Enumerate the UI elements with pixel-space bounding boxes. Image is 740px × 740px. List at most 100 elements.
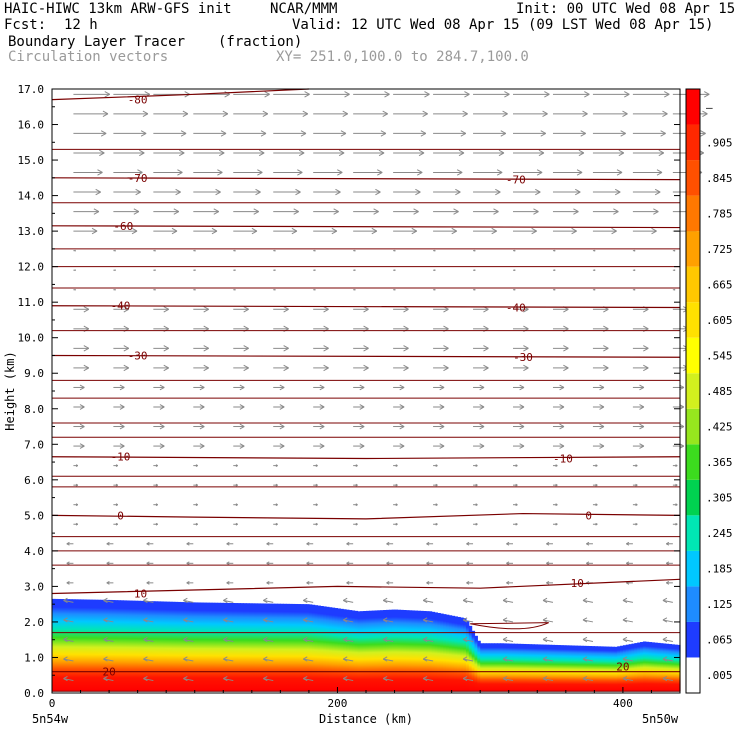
tracer-slice [605, 646, 610, 692]
wind-vector-head [103, 678, 108, 682]
wind-vector-head [462, 656, 468, 660]
wind-vector [263, 619, 274, 623]
tracer-slice [488, 643, 493, 692]
wind-vector-head [576, 169, 583, 173]
wind-vector [343, 678, 354, 682]
wind-vector-head [422, 597, 428, 601]
wind-vector-head [303, 636, 308, 640]
wind-vector-head [542, 597, 548, 601]
wind-vector-head [239, 445, 245, 449]
wind-vector-head [662, 113, 668, 118]
tracer-slice [197, 602, 202, 692]
wind-vector-head [386, 582, 390, 585]
wind-vector-head [700, 130, 706, 134]
wind-vector-head [586, 562, 590, 566]
temperature-contour [51, 305, 681, 309]
wind-vector-head [542, 675, 548, 680]
temperature-contour [51, 456, 681, 460]
wind-vector-head [243, 308, 249, 313]
wind-vector-head [223, 636, 228, 640]
wind-vector-head [186, 562, 190, 566]
tracer-slice [97, 599, 102, 692]
wind-vector-head [203, 347, 209, 352]
wind-vector-head [235, 523, 238, 526]
wind-vector-head [123, 345, 130, 349]
tracer-slice [565, 645, 570, 692]
wind-vector-head [563, 367, 569, 372]
wind-vector-head [479, 404, 485, 408]
wind-vector-head [143, 678, 148, 682]
wind-vector-head [411, 230, 418, 235]
tracer-slice [500, 643, 504, 692]
wind-vector-head [323, 364, 329, 369]
tracer-slice [371, 610, 376, 692]
colorbar-swatch [686, 444, 700, 480]
tracer-slice [537, 644, 541, 692]
wind-vector-head [171, 230, 178, 235]
wind-vector-head [384, 91, 390, 95]
tracer-slice [191, 602, 196, 692]
wind-vector-head [462, 636, 468, 640]
wind-vector-head [243, 325, 249, 330]
wind-vector-head [439, 404, 445, 408]
wind-vector [63, 619, 74, 623]
wind-vector-head [462, 678, 468, 682]
wind-vector-head [235, 504, 238, 507]
wind-vector-head [603, 364, 609, 369]
wind-vector-head [443, 345, 449, 349]
tracer-slice [177, 601, 182, 692]
wind-vector-head [462, 639, 468, 643]
wind-vector-head [399, 443, 405, 447]
wind-vector-head [179, 149, 185, 154]
wind-vector-head [620, 132, 626, 137]
tracer-slice [665, 643, 670, 692]
wind-vector-head [542, 617, 548, 621]
wind-vector-head [443, 364, 449, 369]
tracer-slice [180, 602, 184, 692]
wind-vector-head [203, 345, 209, 349]
wind-vector-head [291, 227, 298, 232]
wind-vector-head [63, 656, 68, 660]
wind-vector-head [303, 599, 308, 604]
wind-vector-head [344, 93, 350, 98]
wind-vector-head [458, 152, 465, 157]
wind-vector-head [542, 639, 548, 643]
wind-vector-head [559, 443, 565, 447]
wind-vector [63, 599, 74, 603]
wind-vector-head [624, 93, 630, 98]
wind-vector-head [403, 364, 409, 369]
wind-vector-head [519, 387, 525, 391]
wind-vector-head [523, 308, 529, 313]
wind-vector-head [635, 484, 638, 487]
wind-vector-head [262, 110, 269, 115]
wind-vector-head [163, 306, 169, 310]
tracer-slice [306, 604, 310, 692]
wind-vector-head [515, 484, 518, 487]
wind-vector-head [63, 597, 68, 601]
wind-vector-head [275, 465, 278, 468]
tracer-slice [674, 644, 678, 692]
wind-vector-head [658, 149, 665, 154]
tracer-slice [154, 601, 159, 692]
wind-vector [183, 678, 194, 682]
tracer-slice [57, 598, 62, 692]
wind-vector-head [479, 423, 485, 427]
wind-vector [143, 638, 154, 642]
wind-vector-head [140, 132, 147, 137]
wind-vector-head [303, 617, 308, 621]
tracer-slice [577, 645, 581, 692]
wind-vector-head [263, 636, 268, 640]
colorbar-label: .365 [706, 456, 733, 469]
wind-vector-head [675, 484, 678, 487]
wind-vector-head [183, 619, 188, 623]
tracer-slice [637, 642, 641, 692]
wind-vector-head [493, 211, 499, 215]
tracer-slice [425, 611, 430, 692]
tracer-slice [248, 603, 253, 692]
wind-vector-head [223, 675, 228, 680]
wind-vector-head [502, 113, 508, 118]
wind-vector-head [263, 619, 268, 623]
vectors-label: Circulation vectors [8, 49, 169, 65]
wind-vector-head [104, 93, 111, 98]
wind-vector-head [155, 504, 158, 507]
